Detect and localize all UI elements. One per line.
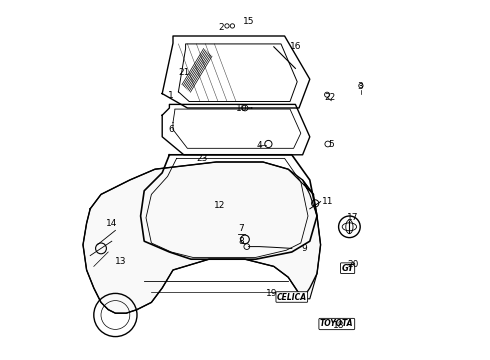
Text: 4: 4 (257, 141, 262, 150)
Text: 16: 16 (290, 42, 301, 51)
Text: 2: 2 (219, 23, 224, 32)
Text: GT: GT (342, 264, 354, 273)
Polygon shape (162, 36, 310, 108)
Text: 12: 12 (214, 201, 225, 210)
Text: 8: 8 (239, 237, 245, 246)
Text: 7: 7 (239, 224, 245, 233)
Text: 15: 15 (243, 17, 254, 26)
Text: 13: 13 (115, 256, 126, 266)
Text: 5: 5 (328, 140, 334, 149)
Text: 18: 18 (333, 321, 344, 330)
Text: 19: 19 (266, 289, 278, 298)
Text: 3: 3 (357, 82, 363, 91)
Text: 1: 1 (169, 91, 174, 100)
Text: CELICA: CELICA (277, 292, 307, 302)
Text: 23: 23 (196, 154, 207, 163)
Text: 22: 22 (324, 93, 335, 102)
Text: 9: 9 (301, 244, 307, 253)
Polygon shape (83, 162, 320, 313)
Text: 20: 20 (347, 260, 359, 269)
Text: 21: 21 (178, 68, 190, 77)
Text: TOYOTA: TOYOTA (320, 320, 354, 328)
Text: 11: 11 (322, 197, 334, 206)
Text: 14: 14 (106, 219, 118, 228)
Text: 10: 10 (236, 104, 247, 113)
Text: 6: 6 (169, 125, 174, 134)
Text: 17: 17 (347, 213, 359, 222)
Polygon shape (162, 104, 310, 155)
